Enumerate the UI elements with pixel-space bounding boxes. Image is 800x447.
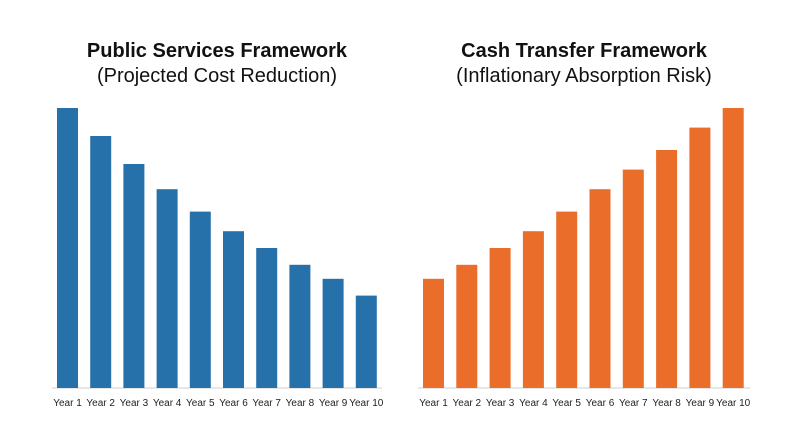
cash-transfer-subtitle: (Inflationary Absorption Risk) — [456, 65, 712, 87]
public-services-bar-3 — [123, 164, 145, 388]
cash-transfer-bar-1 — [423, 278, 444, 388]
public-services-tick-label-5: Year 5 — [186, 398, 215, 409]
cash-transfer-bar-7 — [622, 169, 644, 388]
cash-transfer-tick-label-3: Year 3 — [486, 398, 515, 409]
public-services-bar-4 — [156, 189, 178, 388]
cash-transfer-tick-label-7: Year 7 — [619, 398, 648, 409]
cash-transfer-bar-6 — [589, 189, 611, 388]
public-services-tick-label-4: Year 4 — [153, 398, 182, 409]
cash-transfer-bar-4 — [522, 231, 544, 388]
public-services-tick-label-1: Year 1 — [53, 398, 82, 409]
cash-transfer-tick-labels: Year 1 Year 2 Year 3 Year 4 Year 5 Year 6 Year… — [419, 398, 750, 409]
public-services-tick-label-8: Year 8 — [286, 398, 315, 409]
public-services-tick-label-9: Year 9 — [319, 398, 348, 409]
cash-transfer-tick-label-10: Year 10 — [716, 398, 751, 409]
cash-transfer-bars — [423, 108, 744, 388]
public-services-title: Public Services Framework — [87, 40, 348, 62]
public-services-tick-label-3: Year 3 — [120, 398, 149, 409]
public-services-chart: Public Services Framework (Projected Cos… — [52, 40, 384, 409]
cash-transfer-title: Cash Transfer Framework — [461, 40, 708, 62]
public-services-bar-10 — [355, 295, 377, 388]
cash-transfer-tick-label-5: Year 5 — [552, 398, 581, 409]
cash-transfer-tick-label-6: Year 6 — [586, 398, 615, 409]
public-services-bar-1 — [57, 108, 78, 388]
public-services-bar-6 — [223, 231, 244, 388]
public-services-bars — [57, 108, 377, 388]
cash-transfer-bar-5 — [556, 211, 578, 388]
cash-transfer-chart: Cash Transfer Framework (Inflationary Ab… — [418, 40, 751, 409]
public-services-bar-9 — [322, 278, 344, 388]
cash-transfer-bar-8 — [656, 150, 678, 388]
public-services-tick-label-2: Year 2 — [86, 398, 115, 409]
public-services-bar-2 — [90, 136, 112, 388]
public-services-tick-label-6: Year 6 — [219, 398, 248, 409]
public-services-subtitle: (Projected Cost Reduction) — [97, 65, 337, 87]
public-services-bar-8 — [289, 264, 311, 388]
cash-transfer-tick-label-4: Year 4 — [519, 398, 548, 409]
public-services-tick-labels: Year 1 Year 2 Year 3 Year 4 Year 5 Year 6 Year… — [53, 398, 384, 409]
cash-transfer-bar-9 — [689, 127, 711, 388]
cash-transfer-tick-label-2: Year 2 — [453, 398, 482, 409]
public-services-tick-label-7: Year 7 — [252, 398, 281, 409]
cash-transfer-bar-3 — [489, 248, 511, 388]
public-services-tick-label-10: Year 10 — [349, 398, 384, 409]
cash-transfer-bar-2 — [456, 264, 478, 388]
public-services-bar-7 — [256, 248, 278, 388]
cash-transfer-tick-label-1: Year 1 — [419, 398, 448, 409]
cash-transfer-bar-10 — [722, 108, 744, 388]
cash-transfer-tick-label-8: Year 8 — [652, 398, 681, 409]
cash-transfer-tick-label-9: Year 9 — [686, 398, 715, 409]
public-services-bar-5 — [189, 211, 211, 388]
